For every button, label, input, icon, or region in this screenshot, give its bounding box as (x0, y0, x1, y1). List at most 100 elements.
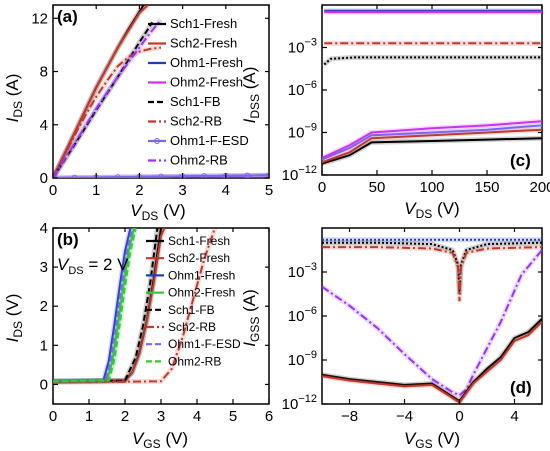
panel-b-legend: Sch1-Fresh Sch2-Fresh Ohm1-Fresh Ohm2-Fresh… (146, 234, 241, 368)
panel-a-ylabel: IDS (A) (3, 74, 25, 123)
series-a-ohm1-f-esd-marker (244, 172, 251, 178)
panel-b: (b) 0 1 2 3 4 5 6 0 1 2 3 4 Sch1-Fresh Sch2-Fresh Ohm… (3, 220, 273, 451)
panel-b-annotation: VDS = 2 V (57, 255, 129, 277)
panel-c-ylabel: IDSS (A) (240, 67, 262, 124)
ytick-label-b: 0 (40, 376, 48, 393)
ytick-label-b: 2 (40, 298, 48, 315)
panel-d-label: (d) (510, 378, 532, 397)
series-c-sch1-fresh (322, 137, 542, 165)
series-a-ohm2-rb (53, 18, 162, 178)
svg-text:IDS (V): IDS (V) (3, 294, 25, 343)
legend-label-a-sch1-fb: Sch1-FB (170, 94, 221, 109)
ytick-label-d: 10−3 (288, 261, 317, 281)
legend-label-b-sch2-fresh: Sch2-Fresh (168, 251, 230, 265)
ytick-label-c: 10−6 (288, 79, 317, 99)
panel-d-ticks: −8 −4 0 4 10−12 10−9 10−6 10−3 (282, 228, 542, 425)
series-a-sch2-rb (53, 46, 162, 178)
xtick-label-a: 3 (178, 182, 186, 199)
series-b-sch1-fb (53, 228, 159, 383)
panel-a-plot (53, 5, 269, 178)
ytick-label-d: 10−12 (282, 393, 317, 413)
xtick-label-d: −4 (396, 408, 413, 425)
ytick-label-a: 4 (40, 117, 48, 134)
xtick-label-c: 100 (419, 179, 444, 196)
xtick-label-d: 0 (455, 408, 463, 425)
xtick-label-a: 0 (49, 182, 57, 199)
ytick-label-a: 12 (31, 10, 48, 27)
xtick-label-c: 0 (318, 179, 326, 196)
panel-c-ticks: 0 50 100 150 200 10−12 10−9 10−6 10−3 (282, 5, 550, 196)
panel-c-label: (c) (510, 151, 531, 170)
xtick-label-c: 150 (474, 179, 499, 196)
legend-label-b-sch2-rb: Sch2-RB (168, 320, 216, 334)
legend-label-b-ohm1-f-esd: Ohm1-F-ESD (168, 337, 241, 351)
series-d-ohm2-rb (322, 249, 542, 397)
series-d-sch1-fresh-halo (322, 317, 542, 404)
series-a-ohm2-rb-halo (53, 18, 163, 178)
series-d-sch2-rb-halo (322, 244, 542, 302)
svg-text:IDSS (A): IDSS (A) (240, 67, 262, 124)
series-a-ohm1-f-esd-marker (158, 173, 164, 178)
svg-text:VDS (V): VDS (V) (404, 199, 459, 221)
series-d-sch1-fb (322, 241, 542, 295)
panel-c-plot (322, 8, 542, 167)
svg-text:VDS = 2 V: VDS = 2 V (57, 255, 129, 277)
ytick-label-d: 10−9 (288, 349, 317, 369)
xtick-label-b: 2 (121, 408, 129, 425)
xtick-label-b: 3 (157, 408, 165, 425)
panel-a-legend: Sch1-Fresh Sch2-Fresh Ohm1-Fresh Ohm2-Fresh… (148, 16, 249, 168)
panel-c: (c) 0 50 100 150 200 10−12 10−9 10−6 10−3 IDSS (… (240, 4, 550, 221)
legend-label-b-ohm2-rb: Ohm2-RB (168, 354, 221, 368)
series-b-sch2-rb (53, 228, 216, 384)
xtick-label-d: 4 (510, 408, 518, 425)
svg-text:IDS (A): IDS (A) (3, 74, 25, 123)
legend-label-a-sch1-fresh: Sch1-Fresh (170, 16, 237, 31)
legend-label-a-ohm2-fresh: Ohm2-Fresh (170, 75, 243, 90)
panel-b-plot (53, 228, 218, 385)
xtick-label-b: 0 (49, 408, 57, 425)
legend-label-a-sch2-rb: Sch2-RB (170, 114, 222, 129)
svg-text:VGS (V): VGS (V) (404, 429, 460, 451)
panel-d-plot (322, 237, 542, 404)
xtick-label-a: 4 (222, 182, 230, 199)
panel-a-frame (52, 4, 270, 179)
legend-label-b-ohm2-fresh: Ohm2-Fresh (168, 286, 235, 300)
series-c-sch2-fresh (322, 128, 542, 164)
series-c-ohm2-rb (322, 120, 542, 159)
svg-text:VDS (V): VDS (V) (130, 201, 185, 223)
panel-b-xlabel: VGS (V) (132, 429, 188, 451)
panel-d-xlabel: VGS (V) (404, 429, 460, 451)
series-d-sch2-rb (322, 246, 542, 302)
legend-label-b-sch1-fb: Sch1-FB (168, 303, 215, 317)
legend-label-b-sch1-fresh: Sch1-Fresh (168, 234, 230, 248)
ytick-label-c: 10−9 (288, 122, 317, 142)
panel-a-xlabel: VDS (V) (130, 201, 185, 223)
xtick-label-a: 5 (265, 182, 273, 199)
xtick-label-b: 5 (229, 408, 237, 425)
legend-label-a-sch2-fresh: Sch2-Fresh (170, 36, 237, 51)
xtick-label-b: 4 (193, 408, 201, 425)
series-d-ohm2-rb-halo (322, 248, 542, 399)
ytick-label-c: 10−3 (288, 37, 317, 57)
series-a-ohm1-f-esd-marker (71, 174, 78, 178)
ytick-label-b: 4 (40, 220, 48, 237)
series-a-ohm1-f-esd (53, 174, 269, 178)
xtick-label-c: 200 (529, 179, 550, 196)
xtick-label-d: −8 (341, 408, 358, 425)
series-a-ohm1-f-esd-marker (266, 172, 269, 178)
series-d-sch1-fresh (322, 318, 542, 403)
xtick-label-a: 2 (135, 182, 143, 199)
series-a-ohm1-f-esd-marker (114, 174, 121, 178)
legend-label-b-ohm1-fresh: Ohm1-Fresh (168, 268, 235, 282)
panel-b-ticks: 0 1 2 3 4 5 6 0 1 2 3 4 (40, 220, 274, 425)
series-b-ohm2-rb (53, 228, 137, 383)
legend-marker-a (154, 138, 160, 144)
legend-label-a-ohm2-rb: Ohm2-RB (170, 153, 228, 168)
series-b-ohm1-f-esd (53, 228, 134, 383)
xtick-label-c: 50 (369, 179, 386, 196)
ytick-label-d: 10−6 (288, 305, 317, 325)
ytick-label-b: 1 (40, 337, 48, 354)
